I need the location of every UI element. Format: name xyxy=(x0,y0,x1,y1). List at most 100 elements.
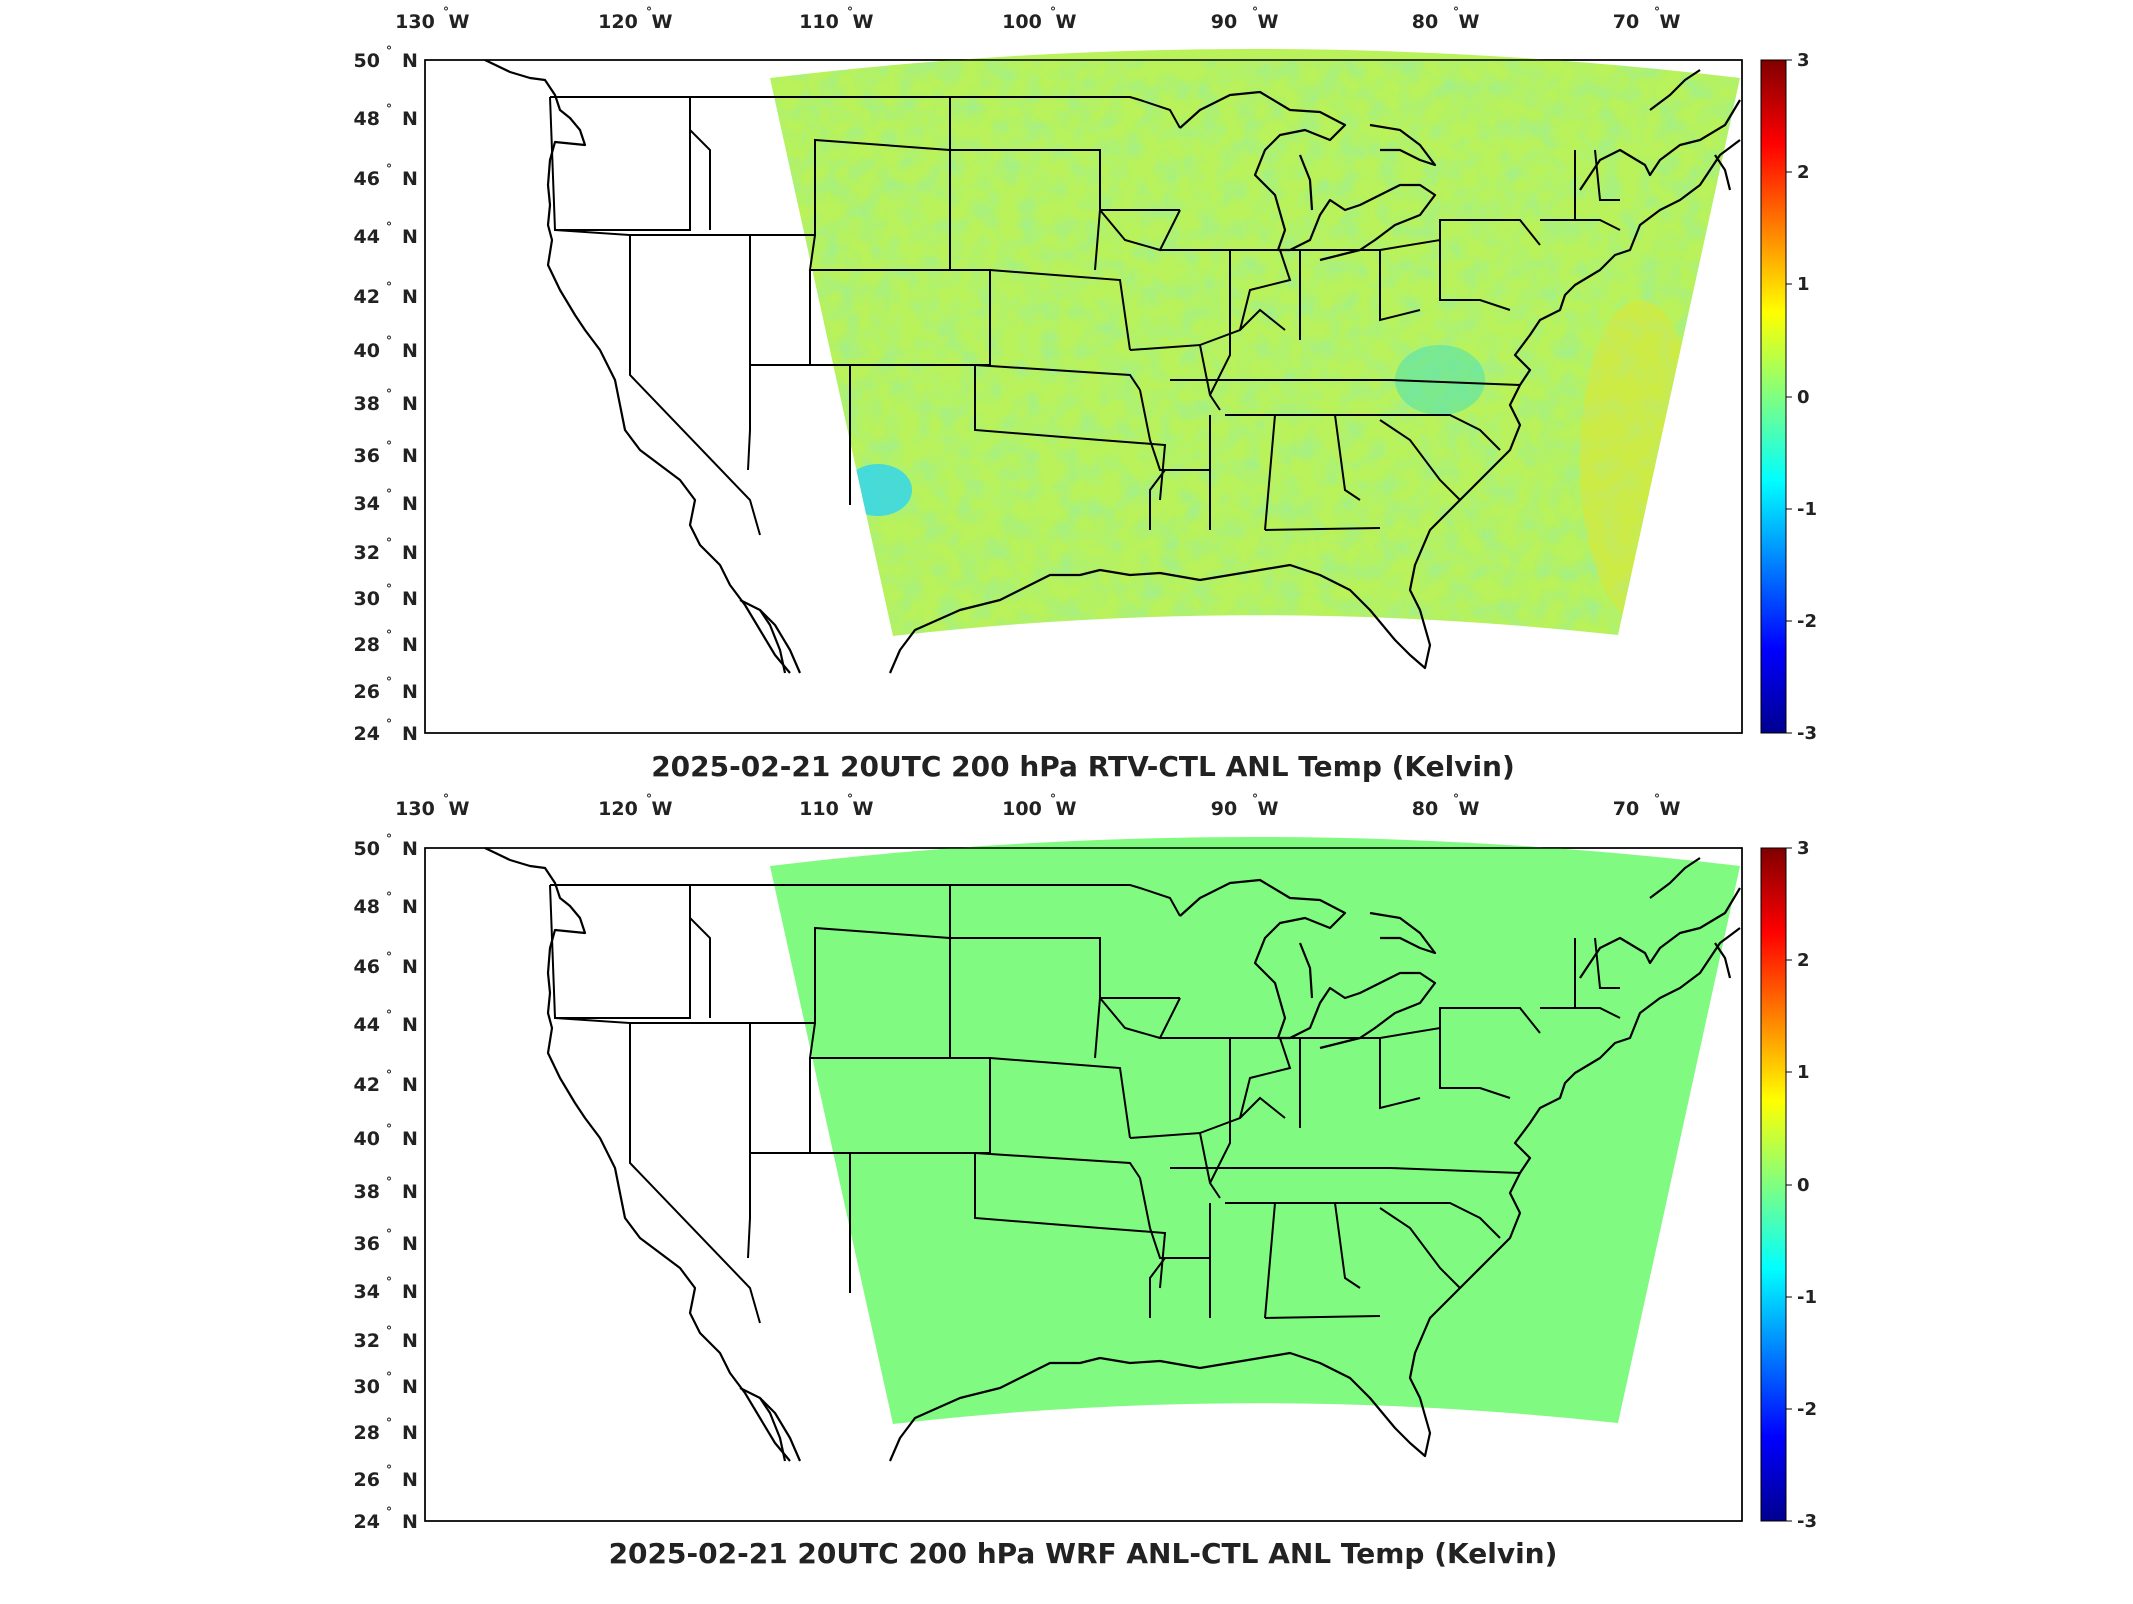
state-border-segment xyxy=(1239,1037,1292,1119)
latitude-tick-label: 26 xyxy=(354,1469,380,1491)
latitude-hemisphere: N xyxy=(402,1181,418,1203)
latitude-hemisphere: N xyxy=(402,445,418,467)
state-border-segment xyxy=(1149,469,1166,530)
latitude-hemisphere: N xyxy=(402,588,418,610)
state-border-segment xyxy=(1439,219,1541,246)
state-border-segment xyxy=(974,365,1167,501)
state-border-segment xyxy=(1129,343,1221,411)
latitude-tick-label: 50 xyxy=(354,838,380,860)
coastline-segment xyxy=(759,609,787,674)
degree-symbol: ° xyxy=(386,1416,392,1430)
degree-symbol: ° xyxy=(386,1068,392,1082)
latitude-tick-label: 32 xyxy=(354,1330,380,1352)
degree-symbol: ° xyxy=(1453,5,1459,19)
degree-symbol: ° xyxy=(386,717,392,731)
latitude-tick-label: 26 xyxy=(354,681,380,703)
state-border-segment xyxy=(1594,937,1620,989)
colorbar-tick-label: 1 xyxy=(1797,1062,1810,1083)
latitude-hemisphere: N xyxy=(402,1330,418,1352)
state-border-segment xyxy=(1300,1037,1421,1110)
map-panel-top: 130 ° W 120 ° W 110 ° W 100 ° W 90 ° W 80 ° W 70 ° W 50 ° N48 °… xyxy=(354,5,1817,783)
degree-symbol: ° xyxy=(386,832,392,846)
colorbar-tick-label: -2 xyxy=(1797,611,1817,632)
longitude-tick-label: 110 xyxy=(799,11,839,33)
colorbar-tick-label: 2 xyxy=(1797,162,1810,183)
latitude-tick-label: 36 xyxy=(354,1233,380,1255)
state-border-segment xyxy=(1264,527,1381,531)
latitude-tick-label: 44 xyxy=(354,226,380,248)
latitude-labels-top: 50 ° N 48 ° N 46 ° N 44 ° N 42 ° N 40 ° N 38 ° N 36 ° N 34 ° N 32 ° N… xyxy=(354,44,418,745)
coastlines-and-borders-bottom xyxy=(484,847,1741,1462)
longitude-tick-label: 80 xyxy=(1412,11,1438,33)
degree-symbol: ° xyxy=(386,1324,392,1338)
state-border-segment xyxy=(1099,997,1181,1040)
latitude-hemisphere: N xyxy=(402,1376,418,1398)
state-border-segment xyxy=(1334,414,1361,501)
state-border-segment xyxy=(1160,1037,1231,1184)
degree-symbol: ° xyxy=(386,1175,392,1189)
colorbar-tick-label: -1 xyxy=(1797,1287,1817,1308)
latitude-hemisphere: N xyxy=(402,681,418,703)
state-border-segment xyxy=(689,885,711,1018)
latitude-hemisphere: N xyxy=(402,1422,418,1444)
latitude-tick-label: 40 xyxy=(354,340,380,362)
colorbar-tick-label: 1 xyxy=(1797,274,1810,295)
state-border-segment xyxy=(1379,1207,1461,1289)
longitude-labels-top: 130 ° W 120 ° W 110 ° W 100 ° W 90 ° W 80 ° W 70 ° W xyxy=(395,5,1680,33)
longitude-hemisphere: W xyxy=(652,11,673,33)
coastline-segment xyxy=(1579,99,1741,191)
state-border-segment xyxy=(974,1152,1141,1179)
coastline-segment xyxy=(1649,69,1701,111)
colorbar-tick-label: -1 xyxy=(1797,499,1817,520)
latitude-hemisphere: N xyxy=(402,1281,418,1303)
degree-symbol: ° xyxy=(386,1227,392,1241)
latitude-tick-label: 46 xyxy=(354,956,380,978)
latitude-hemisphere: N xyxy=(402,956,418,978)
degree-symbol: ° xyxy=(386,280,392,294)
degree-symbol: ° xyxy=(386,439,392,453)
degree-symbol: ° xyxy=(386,1008,392,1022)
colorbar-tick-label: 2 xyxy=(1797,950,1810,971)
coastline-segment xyxy=(1579,887,1741,979)
degree-symbol: ° xyxy=(386,387,392,401)
state-border-segment xyxy=(550,96,1181,129)
state-border-segment xyxy=(630,1022,751,1259)
degree-symbol: ° xyxy=(1654,5,1660,19)
degree-symbol: ° xyxy=(386,1370,392,1384)
degree-symbol: ° xyxy=(443,792,449,806)
state-border-segment xyxy=(1439,1007,1541,1034)
latitude-tick-label: 42 xyxy=(354,286,380,308)
latitude-tick-label: 28 xyxy=(354,1422,380,1444)
state-border-segment xyxy=(1264,414,1276,531)
state-border-segment xyxy=(850,269,991,366)
state-border-segment xyxy=(1225,414,1501,451)
colorbar-tick-label: 3 xyxy=(1797,838,1810,859)
colorbar-tick-label: 0 xyxy=(1797,1175,1810,1196)
state-border-segment xyxy=(1379,1026,1511,1099)
longitude-tick-label: 130 xyxy=(395,798,435,820)
degree-symbol: ° xyxy=(1654,792,1660,806)
latitude-tick-label: 34 xyxy=(354,1281,380,1303)
latitude-tick-label: 50 xyxy=(354,50,380,72)
longitude-tick-label: 110 xyxy=(799,798,839,820)
degree-symbol: ° xyxy=(386,536,392,550)
latitude-tick-label: 38 xyxy=(354,393,380,415)
degree-symbol: ° xyxy=(1050,5,1056,19)
state-border-segment xyxy=(1160,249,1231,396)
latitude-tick-label: 24 xyxy=(354,1511,380,1533)
cyan-anomaly-patch xyxy=(1395,345,1485,415)
latitude-hemisphere: N xyxy=(402,1074,418,1096)
degree-symbol: ° xyxy=(386,1505,392,1519)
coastline-segment xyxy=(1649,857,1701,899)
state-border-segment xyxy=(1139,389,1210,471)
latitude-hemisphere: N xyxy=(402,542,418,564)
latitude-tick-label: 48 xyxy=(354,896,380,918)
latitude-hemisphere: N xyxy=(402,50,418,72)
degree-symbol: ° xyxy=(847,5,853,19)
state-border-segment xyxy=(750,97,951,236)
state-border-segment xyxy=(1594,149,1620,201)
degree-symbol: ° xyxy=(386,582,392,596)
degree-symbol: ° xyxy=(386,44,392,58)
state-border-segment xyxy=(1300,249,1421,322)
